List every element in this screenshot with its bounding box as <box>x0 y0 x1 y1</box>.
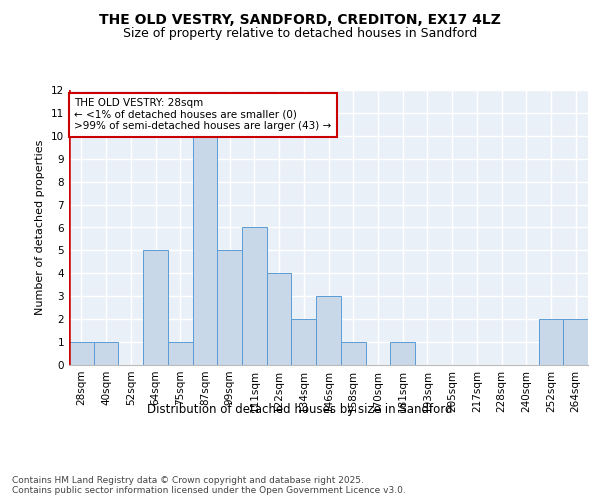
Bar <box>217 250 242 365</box>
Bar <box>341 342 365 365</box>
Text: THE OLD VESTRY: 28sqm
← <1% of detached houses are smaller (0)
>99% of semi-deta: THE OLD VESTRY: 28sqm ← <1% of detached … <box>74 98 331 132</box>
Bar <box>316 296 341 365</box>
Bar <box>292 319 316 365</box>
Text: THE OLD VESTRY, SANDFORD, CREDITON, EX17 4LZ: THE OLD VESTRY, SANDFORD, CREDITON, EX17… <box>99 12 501 26</box>
Y-axis label: Number of detached properties: Number of detached properties <box>35 140 46 315</box>
Bar <box>267 274 292 365</box>
Text: Size of property relative to detached houses in Sandford: Size of property relative to detached ho… <box>123 28 477 40</box>
Text: Contains HM Land Registry data © Crown copyright and database right 2025.
Contai: Contains HM Land Registry data © Crown c… <box>12 476 406 495</box>
Bar <box>168 342 193 365</box>
Bar <box>143 250 168 365</box>
Bar <box>390 342 415 365</box>
Bar <box>94 342 118 365</box>
Bar <box>69 342 94 365</box>
Text: Distribution of detached houses by size in Sandford: Distribution of detached houses by size … <box>147 402 453 415</box>
Bar <box>563 319 588 365</box>
Bar <box>242 228 267 365</box>
Bar <box>539 319 563 365</box>
Bar <box>193 136 217 365</box>
